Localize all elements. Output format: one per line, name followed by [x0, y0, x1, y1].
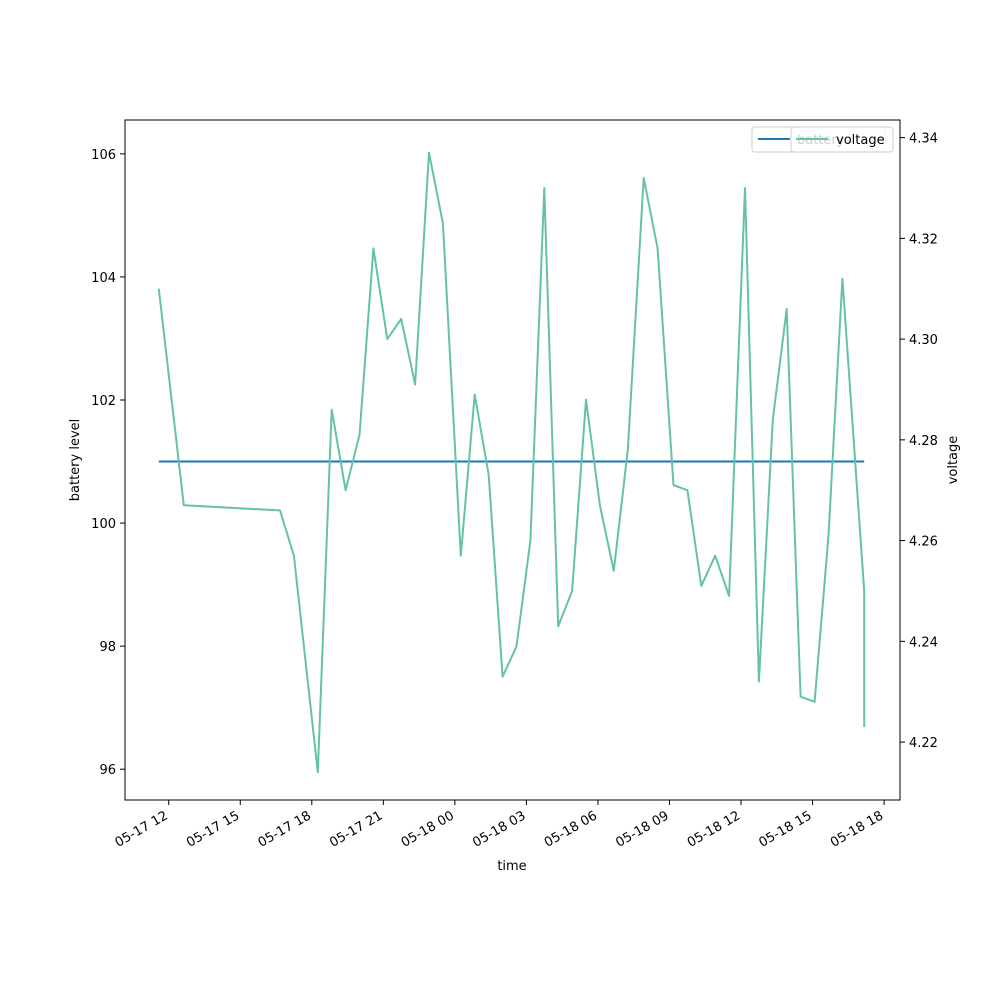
y-tick-label: 96 [99, 763, 116, 778]
y-tick-label: 98 [99, 640, 116, 655]
x-tick-label: 05-18 06 [542, 808, 600, 850]
x-axis: 05-17 12 05-17 15 05-17 18 05-17 21 05-18 00… [113, 800, 886, 851]
y-axis-label: battery level [68, 419, 83, 502]
x-tick-label: 05-17 15 [184, 808, 242, 850]
x-tick-label: 05-18 15 [756, 808, 814, 850]
y2-tick-label: 4.26 [909, 535, 938, 550]
x-tick-label: 05-18 09 [613, 808, 671, 850]
legend-voltage-label: voltage [836, 133, 885, 148]
plot-frame [124, 119, 901, 801]
x-tick-label: 05-17 21 [327, 808, 385, 850]
y2-axis-label: voltage [946, 436, 961, 485]
y2-tick-label: 4.24 [909, 635, 938, 650]
y2-tick-label: 4.32 [909, 232, 938, 247]
y-tick-label: 100 [91, 517, 116, 532]
legend-voltage: voltage [790, 126, 894, 153]
x-tick-label: 05-18 12 [685, 808, 743, 850]
x-tick-label: 05-18 03 [470, 808, 528, 850]
y-axis-right: 4.22 4.24 4.26 4.28 4.30 4.32 4.34 [900, 132, 938, 751]
plot-lines [157, 151, 866, 774]
y2-tick-label: 4.30 [909, 333, 938, 348]
x-tick-label: 05-18 00 [399, 808, 457, 850]
x-tick-label: 05-18 18 [828, 808, 886, 850]
y-tick-label: 106 [91, 148, 116, 163]
y2-tick-label: 4.34 [909, 132, 938, 147]
series-line-voltage [157, 151, 866, 774]
y-tick-label: 102 [91, 394, 116, 409]
x-tick-label: 05-17 18 [256, 808, 314, 850]
y-axis-left: 96 98 100 102 104 106 [91, 148, 125, 778]
x-axis-label: time [497, 859, 526, 874]
x-tick-label: 05-17 12 [113, 808, 171, 850]
y-tick-label: 104 [91, 271, 116, 286]
y2-tick-label: 4.28 [909, 434, 938, 449]
y2-tick-label: 4.22 [909, 736, 938, 751]
